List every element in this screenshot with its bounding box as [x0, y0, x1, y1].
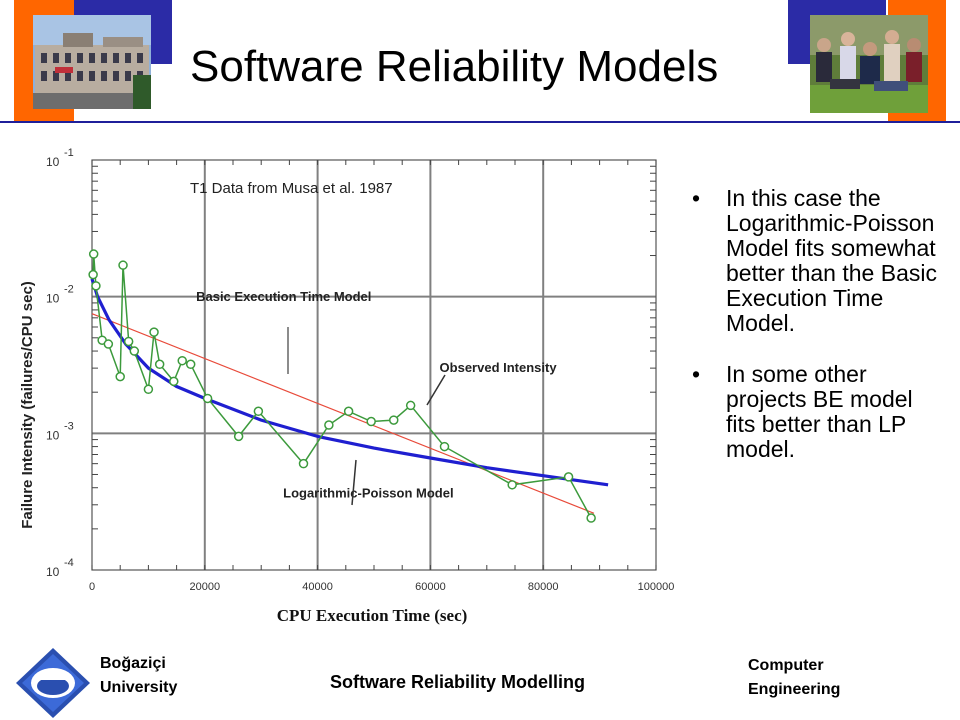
basic-execution-time-model-line: [91, 313, 595, 514]
y-tick-label-exponent: -3: [64, 420, 74, 432]
chart-ticks: 0 20000 40000 60000 80000 100000 10 -1 10 -2 10 -3 1…: [46, 147, 674, 593]
bullet-dot: •: [692, 185, 701, 211]
observed-intensity-point: [366, 416, 376, 427]
observed-intensity-point: [143, 384, 154, 395]
university-logo-icon: [16, 648, 90, 718]
x-tick-label: 100000: [638, 581, 675, 593]
observed-intensity-point: [298, 458, 309, 469]
chart-annotation: Observed Intensity: [440, 360, 558, 375]
x-tick-label: 0: [89, 581, 95, 593]
chart-annotation: Basic Execution Time Model: [196, 289, 371, 304]
x-tick-label: 80000: [528, 581, 559, 593]
observed-intensity-point: [324, 420, 334, 430]
bullet-item-2: • In some other projects BE model fits b…: [690, 362, 940, 462]
y-tick-label-base: 10: [46, 155, 60, 169]
footer-department-line1: Computer: [748, 657, 824, 674]
slide-title: Software Reliability Models: [190, 42, 719, 91]
campus-building-photo: [33, 15, 151, 109]
observed-intensity-point: [129, 346, 140, 356]
chart-y-axis-label: Failure Intensity (failures/CPU sec): [19, 281, 36, 529]
observed-intensity-point: [388, 415, 399, 425]
x-tick-label: 60000: [415, 581, 446, 593]
chart-annotation: Logarithmic-Poisson Model: [283, 485, 453, 500]
annotation-pointer-lp: [351, 459, 357, 506]
chart-grid: [92, 160, 656, 570]
observed-intensity-point: [169, 376, 179, 387]
observed-intensity-point: [88, 249, 99, 259]
y-tick-label-base: 10: [46, 565, 60, 579]
footer-course-title: Software Reliability Modelling: [330, 672, 586, 692]
observed-intensity-point: [507, 480, 517, 490]
observed-intensity-point: [103, 339, 114, 349]
bullet-item-1: • In this case the Logarithmic-Poisson M…: [690, 186, 940, 336]
footer-university: Boğaziçi University: [100, 652, 177, 700]
y-tick-label-base: 10: [46, 292, 60, 306]
observed-intensity-point: [149, 327, 159, 337]
chart-annotations: Basic Execution Time Model Observed Inten…: [196, 289, 558, 506]
y-tick-label-exponent: -4: [64, 557, 74, 569]
observed-intensity-point: [115, 371, 125, 382]
observed-intensity-point: [154, 359, 165, 370]
observed-intensity-point: [233, 431, 244, 442]
students-photo: [810, 15, 928, 113]
x-tick-label: 40000: [302, 581, 333, 593]
bullet-text-1: In this case the Logarithmic-Poisson Mod…: [726, 185, 937, 336]
observed-intensity-point: [202, 393, 213, 404]
observed-intensity-point: [88, 269, 98, 280]
bullet-list: • In this case the Logarithmic-Poisson M…: [690, 186, 940, 488]
observed-intensity-point: [253, 406, 264, 417]
chart-title: T1 Data from Musa et al. 1987: [190, 180, 393, 197]
failure-intensity-chart: 0 20000 40000 60000 80000 100000 10 -1 10 -2 10 -3 1…: [19, 147, 674, 625]
observed-intensity-point: [177, 355, 187, 366]
observed-intensity-point: [439, 441, 450, 452]
bullet-text-2: In some other projects BE model fits bet…: [726, 361, 913, 462]
bullet-dot: •: [692, 361, 701, 387]
observed-intensity-point: [185, 359, 196, 370]
chart-series: [88, 249, 609, 523]
x-tick-label: 20000: [190, 581, 221, 593]
observed-intensity-point: [118, 260, 128, 270]
y-tick-label-base: 10: [46, 428, 60, 442]
observed-intensity-point: [563, 472, 574, 482]
observed-intensity-point: [123, 336, 134, 347]
y-tick-label-exponent: -2: [64, 284, 74, 296]
observed-intensity-point: [405, 400, 416, 411]
y-tick-label-exponent: -1: [64, 147, 74, 159]
annotation-pointer-observed: [426, 374, 446, 406]
observed-intensity-point: [343, 406, 354, 417]
plot-background: [92, 160, 656, 570]
footer-university-line2: University: [100, 679, 178, 696]
observed-intensity-point: [91, 281, 101, 291]
footer-department-line2: Engineering: [748, 681, 841, 698]
footer-department: Computer Engineering: [748, 654, 840, 702]
footer-university-line1: Boğaziçi: [100, 655, 166, 672]
chart-x-axis-label: CPU Execution Time (sec): [277, 606, 468, 625]
title-divider: [0, 121, 960, 123]
observed-intensity-point: [586, 513, 596, 523]
logarithmic-poisson-model-line: [90, 278, 609, 487]
